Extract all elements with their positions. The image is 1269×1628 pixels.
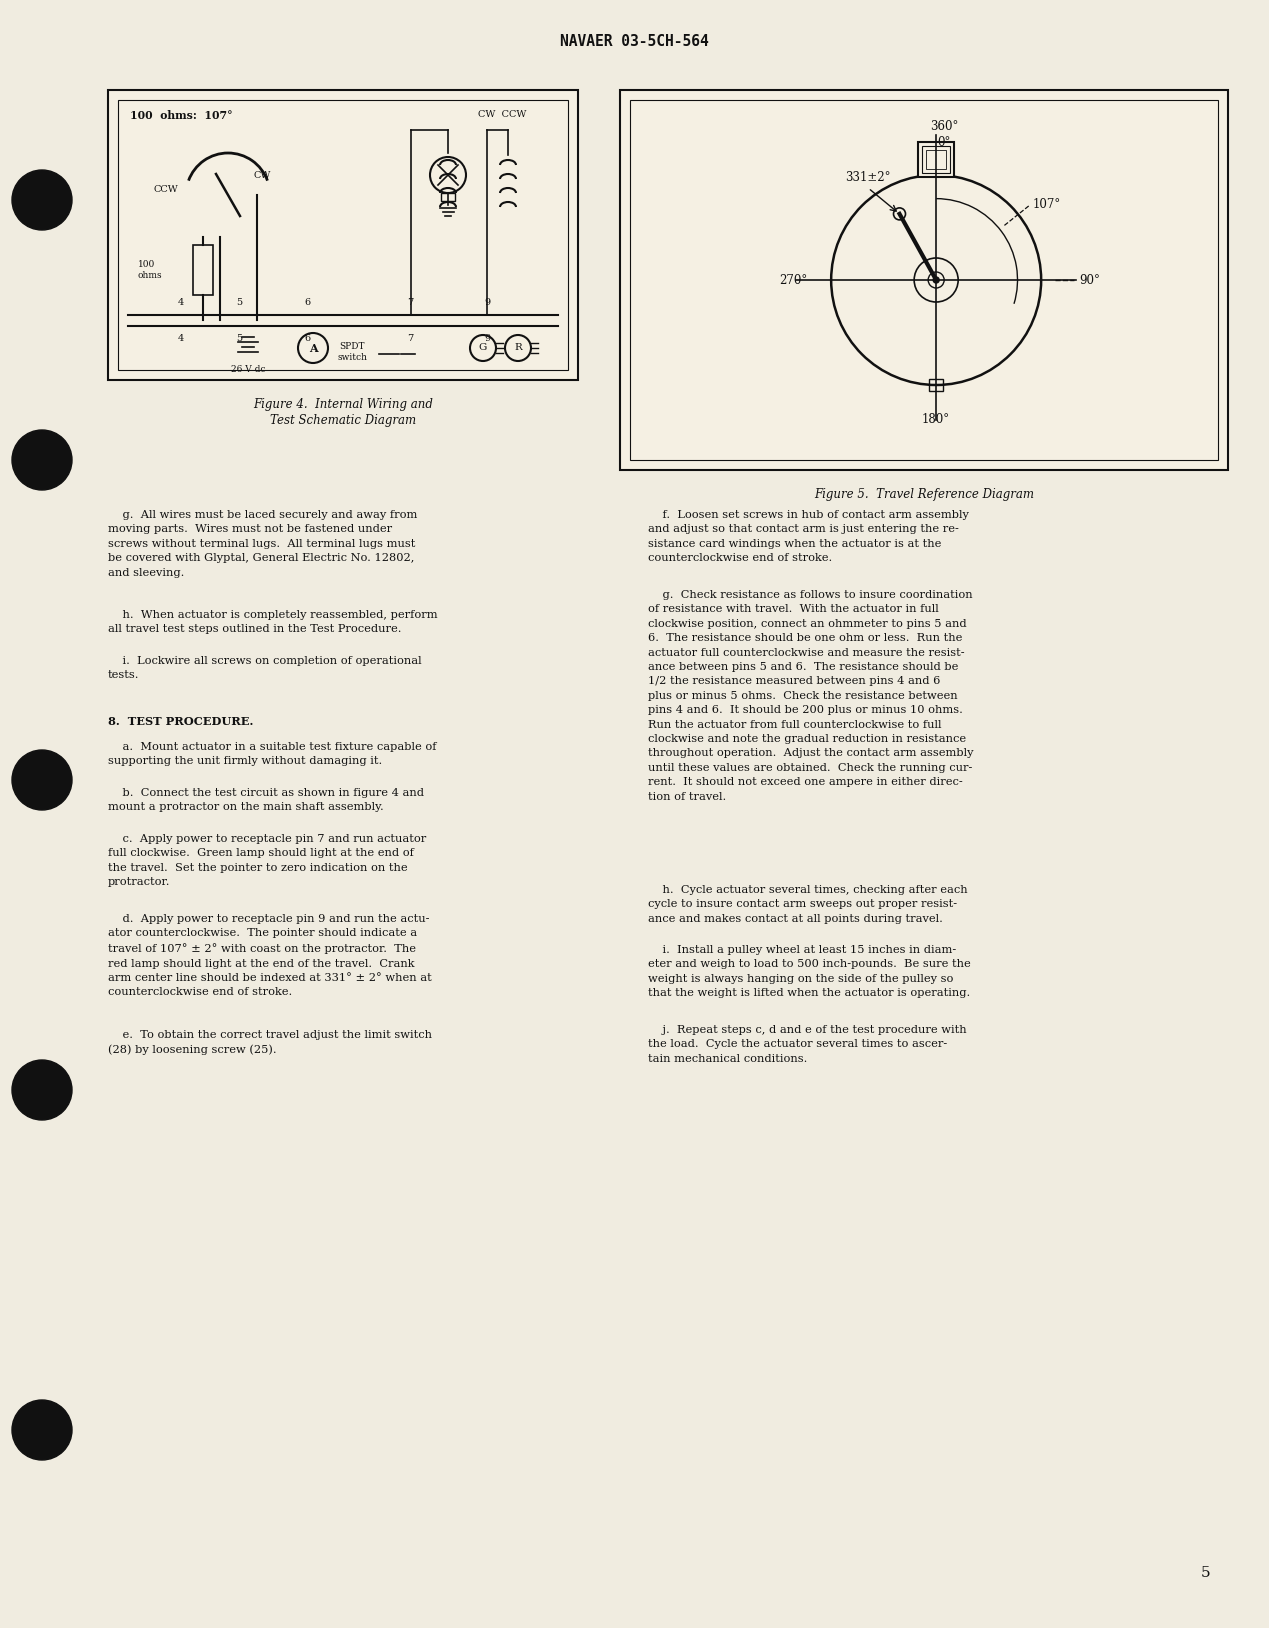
- Text: Figure 4.  Internal Wiring and: Figure 4. Internal Wiring and: [253, 397, 433, 410]
- Text: h.  When actuator is completely reassembled, perform
all travel test steps outli: h. When actuator is completely reassembl…: [108, 610, 438, 635]
- Text: c.  Apply power to receptacle pin 7 and run actuator
full clockwise.  Green lamp: c. Apply power to receptacle pin 7 and r…: [108, 834, 426, 887]
- Text: 360°: 360°: [930, 120, 958, 133]
- Text: j.  Repeat steps c, d and e of the test procedure with
the load.  Cycle the actu: j. Repeat steps c, d and e of the test p…: [648, 1026, 967, 1063]
- Text: SPDT
switch: SPDT switch: [338, 342, 367, 361]
- Text: 7: 7: [407, 334, 414, 344]
- Text: 8.  TEST PROCEDURE.: 8. TEST PROCEDURE.: [108, 716, 254, 728]
- Text: 9: 9: [483, 298, 490, 308]
- Text: 9: 9: [483, 334, 490, 344]
- Circle shape: [11, 1400, 72, 1460]
- Text: e.  To obtain the correct travel adjust the limit switch
(28) by loosening screw: e. To obtain the correct travel adjust t…: [108, 1031, 431, 1055]
- Text: 4: 4: [178, 334, 184, 344]
- Text: 5: 5: [236, 298, 242, 308]
- Bar: [193, 244, 213, 295]
- Bar: [919, 142, 954, 177]
- Text: g.  Check resistance as follows to insure coordination
of resistance with travel: g. Check resistance as follows to insure…: [648, 589, 973, 801]
- Text: 6: 6: [305, 334, 310, 344]
- Text: CW  CCW: CW CCW: [478, 111, 527, 119]
- Bar: [629, 99, 1218, 461]
- Text: i.  Install a pulley wheel at least 15 inches in diam-
eter and weigh to load to: i. Install a pulley wheel at least 15 in…: [648, 944, 971, 998]
- Text: 100
ohms: 100 ohms: [138, 260, 162, 280]
- Bar: [926, 150, 947, 169]
- Text: 0°: 0°: [938, 137, 950, 150]
- Text: A: A: [308, 342, 317, 353]
- Circle shape: [831, 174, 1041, 384]
- Text: 331±2°: 331±2°: [845, 171, 891, 184]
- Text: 270°: 270°: [779, 274, 807, 287]
- Bar: [621, 90, 1228, 470]
- Text: d.  Apply power to receptacle pin 9 and run the actu-
ator counterclockwise.  Th: d. Apply power to receptacle pin 9 and r…: [108, 913, 431, 998]
- Text: h.  Cycle actuator several times, checking after each
cycle to insure contact ar: h. Cycle actuator several times, checkin…: [648, 886, 968, 923]
- Text: CW: CW: [253, 171, 270, 179]
- Text: 7: 7: [407, 298, 414, 308]
- Text: f.  Loosen set screws in hub of contact arm assembly
and adjust so that contact : f. Loosen set screws in hub of contact a…: [648, 510, 968, 563]
- Bar: [923, 147, 950, 173]
- Text: NAVAER 03-5CH-564: NAVAER 03-5CH-564: [560, 34, 708, 49]
- Text: 5: 5: [236, 334, 242, 344]
- Circle shape: [11, 430, 72, 490]
- Text: Test Schematic Diagram: Test Schematic Diagram: [270, 414, 416, 427]
- Text: 180°: 180°: [923, 414, 950, 427]
- Text: 4: 4: [178, 298, 184, 308]
- Circle shape: [11, 169, 72, 230]
- Text: 90°: 90°: [1079, 274, 1100, 287]
- Circle shape: [11, 1060, 72, 1120]
- Text: g.  All wires must be laced securely and away from
moving parts.  Wires must not: g. All wires must be laced securely and …: [108, 510, 418, 578]
- Bar: [442, 194, 456, 200]
- Text: i.  Lockwire all screws on completion of operational
tests.: i. Lockwire all screws on completion of …: [108, 656, 421, 681]
- Circle shape: [914, 257, 958, 303]
- Text: b.  Connect the test circuit as shown in figure 4 and
mount a protractor on the : b. Connect the test circuit as shown in …: [108, 788, 424, 812]
- Text: 26 V dc: 26 V dc: [231, 365, 265, 374]
- Text: 100  ohms:  107°: 100 ohms: 107°: [129, 111, 232, 120]
- Text: R: R: [514, 344, 522, 353]
- Text: G: G: [478, 344, 487, 353]
- Text: CCW: CCW: [154, 186, 178, 194]
- Bar: [118, 99, 569, 370]
- Text: 6: 6: [305, 298, 310, 308]
- Circle shape: [11, 751, 72, 811]
- Text: Figure 5.  Travel Reference Diagram: Figure 5. Travel Reference Diagram: [813, 488, 1034, 501]
- Bar: [108, 90, 577, 379]
- Text: 107°: 107°: [1033, 199, 1061, 212]
- Bar: [929, 379, 943, 391]
- Text: a.  Mount actuator in a suitable test fixture capable of
supporting the unit fir: a. Mount actuator in a suitable test fix…: [108, 742, 437, 767]
- Circle shape: [933, 277, 939, 283]
- Text: 5: 5: [1200, 1566, 1211, 1581]
